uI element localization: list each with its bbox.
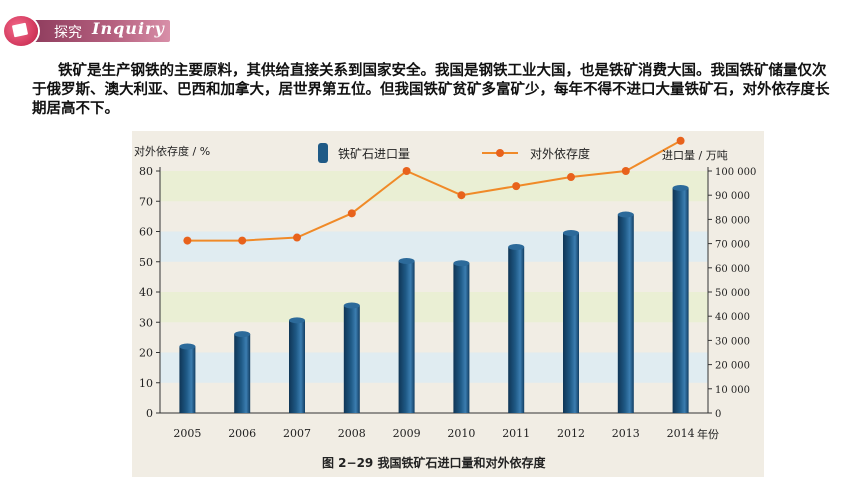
grid-band <box>160 352 708 383</box>
y-left-tick-label: 60 <box>139 226 153 239</box>
y-left-tick-label: 30 <box>139 316 153 329</box>
dependency-point <box>457 191 466 200</box>
dependency-point <box>512 182 521 191</box>
x-tick-label: 2007 <box>283 427 311 440</box>
import-bar <box>289 320 305 413</box>
y-right-tick-label: 90 000 <box>715 191 750 202</box>
x-unit-label: 年份 <box>697 427 719 441</box>
y-left-tick-label: 20 <box>139 347 153 360</box>
import-dependency-chart: 0 10 20 30 40 50 60 70 80 0 10 000 20 000 30 000 40 0… <box>134 136 756 470</box>
y-right-tick-label: 10 000 <box>715 385 750 396</box>
import-bar-top <box>563 229 579 236</box>
y-left-title: 对外依存度 / % <box>134 144 210 158</box>
import-bar <box>617 214 634 413</box>
import-bar-top <box>289 317 305 324</box>
import-bar-top <box>343 302 360 309</box>
import-bar <box>672 187 689 413</box>
import-bar-top <box>617 211 634 218</box>
legend-bar-swatch <box>318 143 328 163</box>
y-left-tick-label: 10 <box>139 377 153 390</box>
legend-line-label: 对外依存度 <box>530 146 590 161</box>
y-right-tick-label: 0 <box>715 409 721 420</box>
x-tick-label: 2008 <box>338 427 366 440</box>
import-bar <box>179 346 196 413</box>
grid-band <box>160 171 708 202</box>
import-bar <box>343 305 360 413</box>
import-bar <box>563 232 579 413</box>
import-bar-top <box>398 258 415 265</box>
import-bar <box>508 246 525 413</box>
legend-line-dot <box>496 149 504 157</box>
dependency-point <box>402 167 411 175</box>
import-bar-top <box>179 343 196 350</box>
section-banner: 探究 Inquiry <box>0 14 170 48</box>
import-bar <box>234 334 251 413</box>
y-left-tick-label: 50 <box>139 256 153 269</box>
x-tick-label: 2006 <box>228 427 256 440</box>
chart-photo: 0 10 20 30 40 50 60 70 80 0 10 000 20 000 30 000 40 0… <box>132 131 764 477</box>
y-right-tick-label: 80 000 <box>715 215 750 226</box>
banner-script-title: Inquiry <box>92 19 165 38</box>
import-bar <box>453 263 470 413</box>
import-bar-top <box>672 184 689 191</box>
y-left-tick-label: 0 <box>146 407 153 420</box>
banner-bar <box>26 20 170 42</box>
x-tick-label: 2009 <box>393 427 421 440</box>
chart-caption: 图 2−29 我国铁矿石进口量和对外依存度 <box>322 455 546 470</box>
dependency-point <box>567 173 575 182</box>
x-tick-label: 2014 <box>667 427 695 440</box>
x-tick-label: 2005 <box>173 427 201 440</box>
y-right-tick-label: 70 000 <box>715 240 750 251</box>
intro-paragraph: 铁矿是生产钢铁的主要原料，其供给直接关系到国家安全。我国是钢铁工业大国，也是铁矿… <box>32 63 830 117</box>
grid-band <box>160 292 708 323</box>
y-left-tick-label: 40 <box>139 286 153 299</box>
dependency-point <box>347 209 356 218</box>
dependency-point <box>621 167 630 175</box>
x-tick-label: 2012 <box>557 427 585 440</box>
dependency-point <box>183 236 192 245</box>
y-right-title: 进口量 / 万吨 <box>662 149 728 162</box>
dependency-point <box>293 233 301 242</box>
legend-bar-label: 铁矿石进口量 <box>338 147 410 161</box>
x-tick-label: 2010 <box>447 427 475 440</box>
y-left-tick-label: 80 <box>139 165 153 178</box>
notebook-icon <box>4 16 38 46</box>
grid-band <box>160 231 708 262</box>
y-right-tick-label: 50 000 <box>715 288 750 299</box>
y-right-tick-label: 30 000 <box>715 336 750 347</box>
y-left-tick-label: 70 <box>139 195 153 208</box>
dependency-line <box>187 139 682 242</box>
import-bar-top <box>234 331 251 338</box>
x-tick-label: 2013 <box>612 427 640 440</box>
import-bar <box>398 261 415 413</box>
y-right-tick-label: 20 000 <box>715 361 750 372</box>
y-right-tick-label: 60 000 <box>715 264 750 275</box>
import-bar-top <box>508 243 525 250</box>
y-right-tick-label: 40 000 <box>715 312 750 323</box>
banner-label: 探究 <box>54 25 82 41</box>
x-tick-label: 2011 <box>502 427 530 440</box>
import-bar-top <box>453 260 470 267</box>
y-right-tick-label: 100 000 <box>715 167 756 178</box>
dependency-point <box>676 136 685 145</box>
dependency-point <box>238 236 247 245</box>
